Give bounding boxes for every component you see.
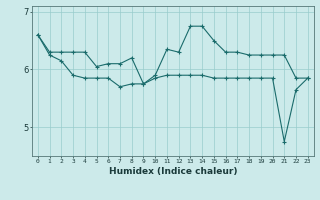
X-axis label: Humidex (Indice chaleur): Humidex (Indice chaleur) [108,167,237,176]
